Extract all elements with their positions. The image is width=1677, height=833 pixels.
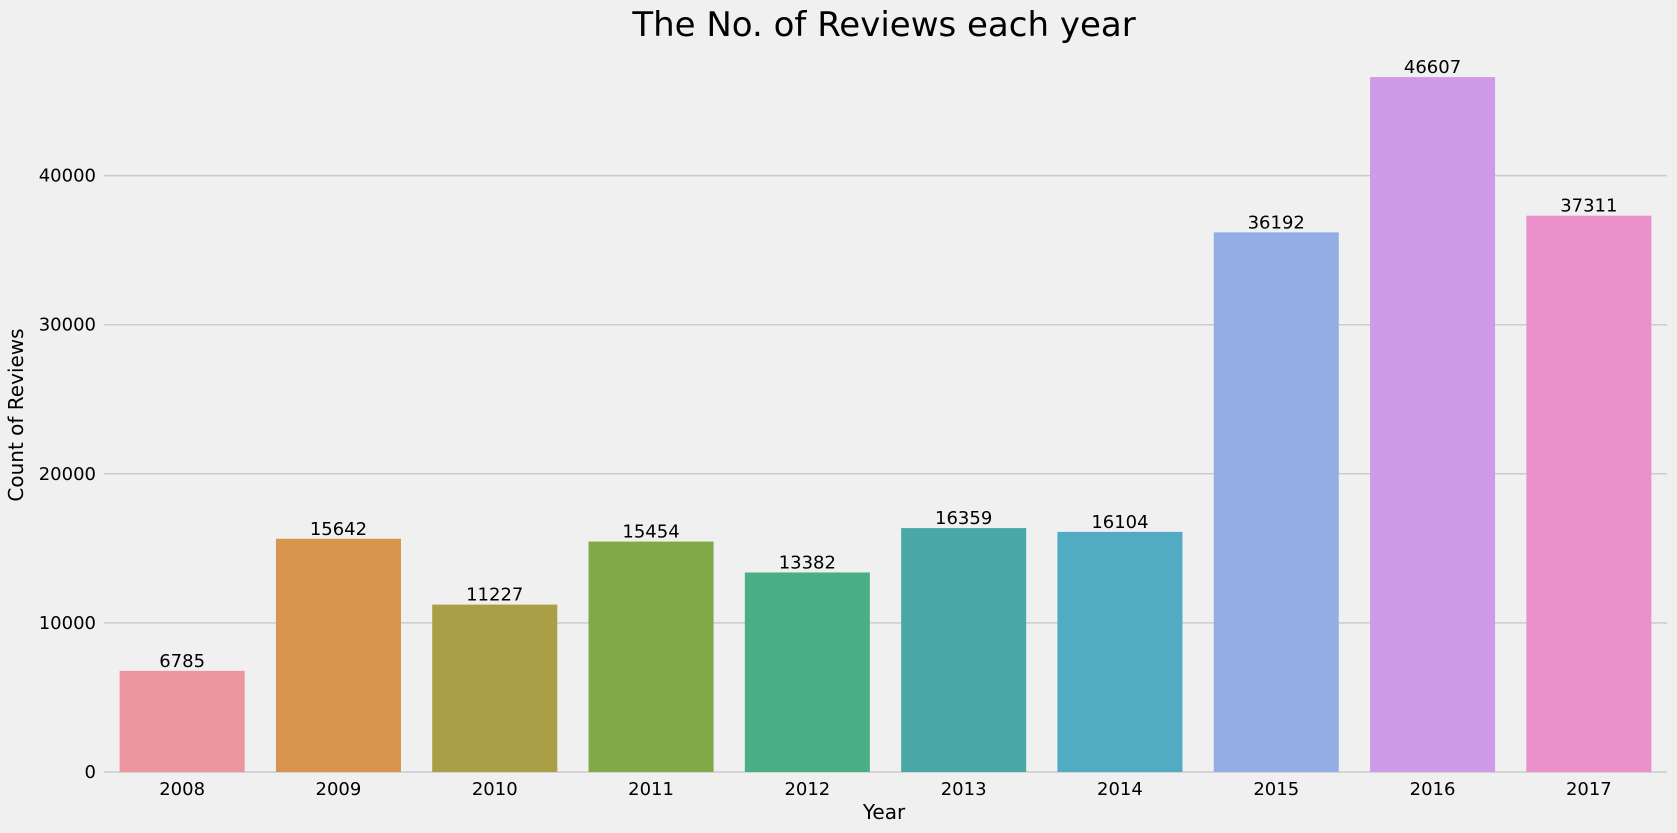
y-axis-label: Count of Reviews [4,328,28,501]
x-tick-label-2015: 2015 [1253,779,1299,800]
bars [119,77,1652,773]
bar-2015 [1213,232,1339,773]
x-axis-ticks: 2008 2009 2010 2011 2012 2013 2014 2015 2016 2017 [159,779,1612,800]
x-tick-label-2011: 2011 [628,779,674,800]
x-tick-label-2012: 2012 [784,779,830,800]
y-tick-label: 20000 [39,464,96,485]
x-tick-label-2013: 2013 [941,779,987,800]
bar-2017 [1526,215,1652,772]
bar-2011 [588,541,714,772]
data-label-2015: 36192 [1248,212,1305,233]
bar-2008 [119,670,245,772]
x-tick-label-2014: 2014 [1097,779,1143,800]
bar-2014 [1057,531,1183,772]
data-label-2012: 13382 [779,552,836,573]
y-tick-label: 10000 [39,613,96,634]
data-labels: 6785 15642 11227 15454 13382 16359 16104 36192 4… [159,57,1617,672]
data-label-2011: 15454 [622,522,679,543]
data-label-2017: 37311 [1560,196,1617,217]
y-tick-label: 0 [85,762,96,783]
bar-2010 [432,604,558,772]
y-axis-ticks: 0 10000 20000 30000 40000 [39,166,96,783]
chart-title: The No. of Reviews each year [631,5,1135,45]
x-tick-label-2008: 2008 [159,779,205,800]
bar-2009 [275,538,401,772]
data-label-2013: 16359 [935,508,992,529]
x-tick-label-2010: 2010 [472,779,518,800]
bar-2016 [1370,77,1496,773]
x-tick-label-2017: 2017 [1566,779,1612,800]
data-label-2010: 11227 [466,585,523,606]
data-label-2009: 15642 [310,519,367,540]
y-tick-label: 40000 [39,166,96,187]
x-tick-label-2016: 2016 [1410,779,1456,800]
y-tick-label: 30000 [39,315,96,336]
x-axis-label: Year [862,800,906,824]
bar-2013 [901,528,1027,772]
data-label-2008: 6785 [159,651,205,672]
bar-2012 [744,572,870,772]
data-label-2016: 46607 [1404,57,1461,78]
data-label-2014: 16104 [1091,512,1148,533]
x-tick-label-2009: 2009 [316,779,362,800]
